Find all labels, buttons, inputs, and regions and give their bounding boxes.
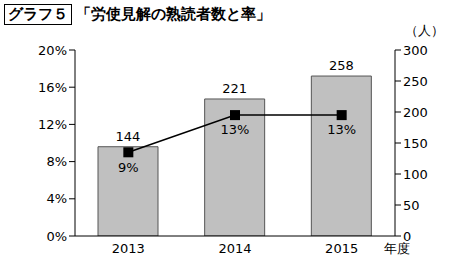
svg-text:221: 221	[222, 81, 247, 96]
svg-text:2015: 2015	[325, 241, 358, 256]
svg-text:200: 200	[403, 105, 428, 120]
svg-text:0%: 0%	[46, 229, 67, 244]
html-text:グラフ５: グラフ５	[8, 5, 68, 23]
svg-text:13%: 13%	[327, 122, 356, 137]
svg-text:12%: 12%	[38, 117, 67, 132]
svg-text:258: 258	[329, 58, 354, 73]
svg-text:2013: 2013	[112, 241, 145, 256]
svg-text:13%: 13%	[221, 122, 250, 137]
svg-text:300: 300	[403, 43, 428, 58]
svg-text:250: 250	[403, 74, 428, 89]
svg-text:2014: 2014	[218, 241, 251, 256]
svg-text:50: 50	[403, 198, 420, 213]
svg-text:100: 100	[403, 167, 428, 182]
html-text:（人）: （人）	[405, 23, 444, 38]
svg-text:4%: 4%	[46, 191, 67, 206]
svg-text:8%: 8%	[46, 154, 67, 169]
svg-text:150: 150	[403, 136, 428, 151]
svg-text:144: 144	[116, 129, 141, 144]
html-text:「労使見解の熟読者数と率」: 「労使見解の熟読者数と率」	[76, 5, 271, 23]
svg-text:20%: 20%	[38, 43, 67, 58]
svg-text:16%: 16%	[38, 80, 67, 95]
html-text:年度: 年度	[384, 241, 410, 256]
svg-text:0: 0	[403, 229, 411, 244]
svg-text:9%: 9%	[118, 160, 139, 175]
